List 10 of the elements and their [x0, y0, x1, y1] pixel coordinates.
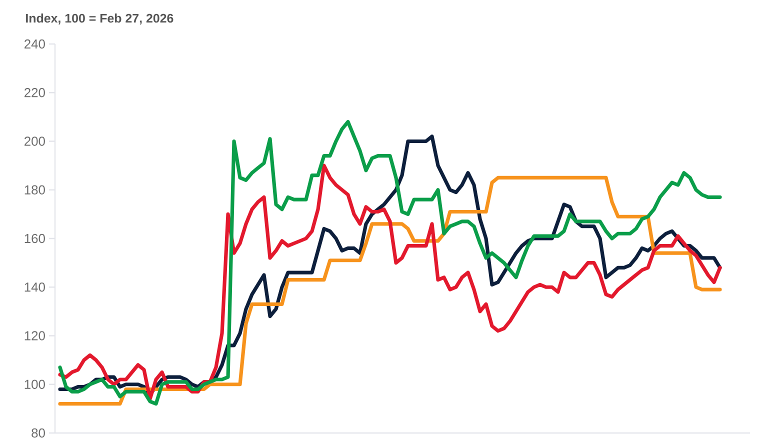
- y-tick-label: 120: [24, 331, 45, 340]
- y-tick-label: 180: [24, 185, 45, 194]
- y-tick-label: 200: [24, 136, 45, 146]
- y-tick-label: 240: [24, 39, 45, 49]
- chart-title: Index, 100 = Feb 27, 2026: [26, 14, 174, 24]
- y-tick-label: 80: [32, 428, 45, 438]
- y-tick-label: 140: [24, 282, 45, 292]
- y-tick-label: 160: [24, 234, 45, 244]
- y-tick-label: 100: [24, 380, 45, 389]
- y-tick-label: 220: [24, 88, 45, 98]
